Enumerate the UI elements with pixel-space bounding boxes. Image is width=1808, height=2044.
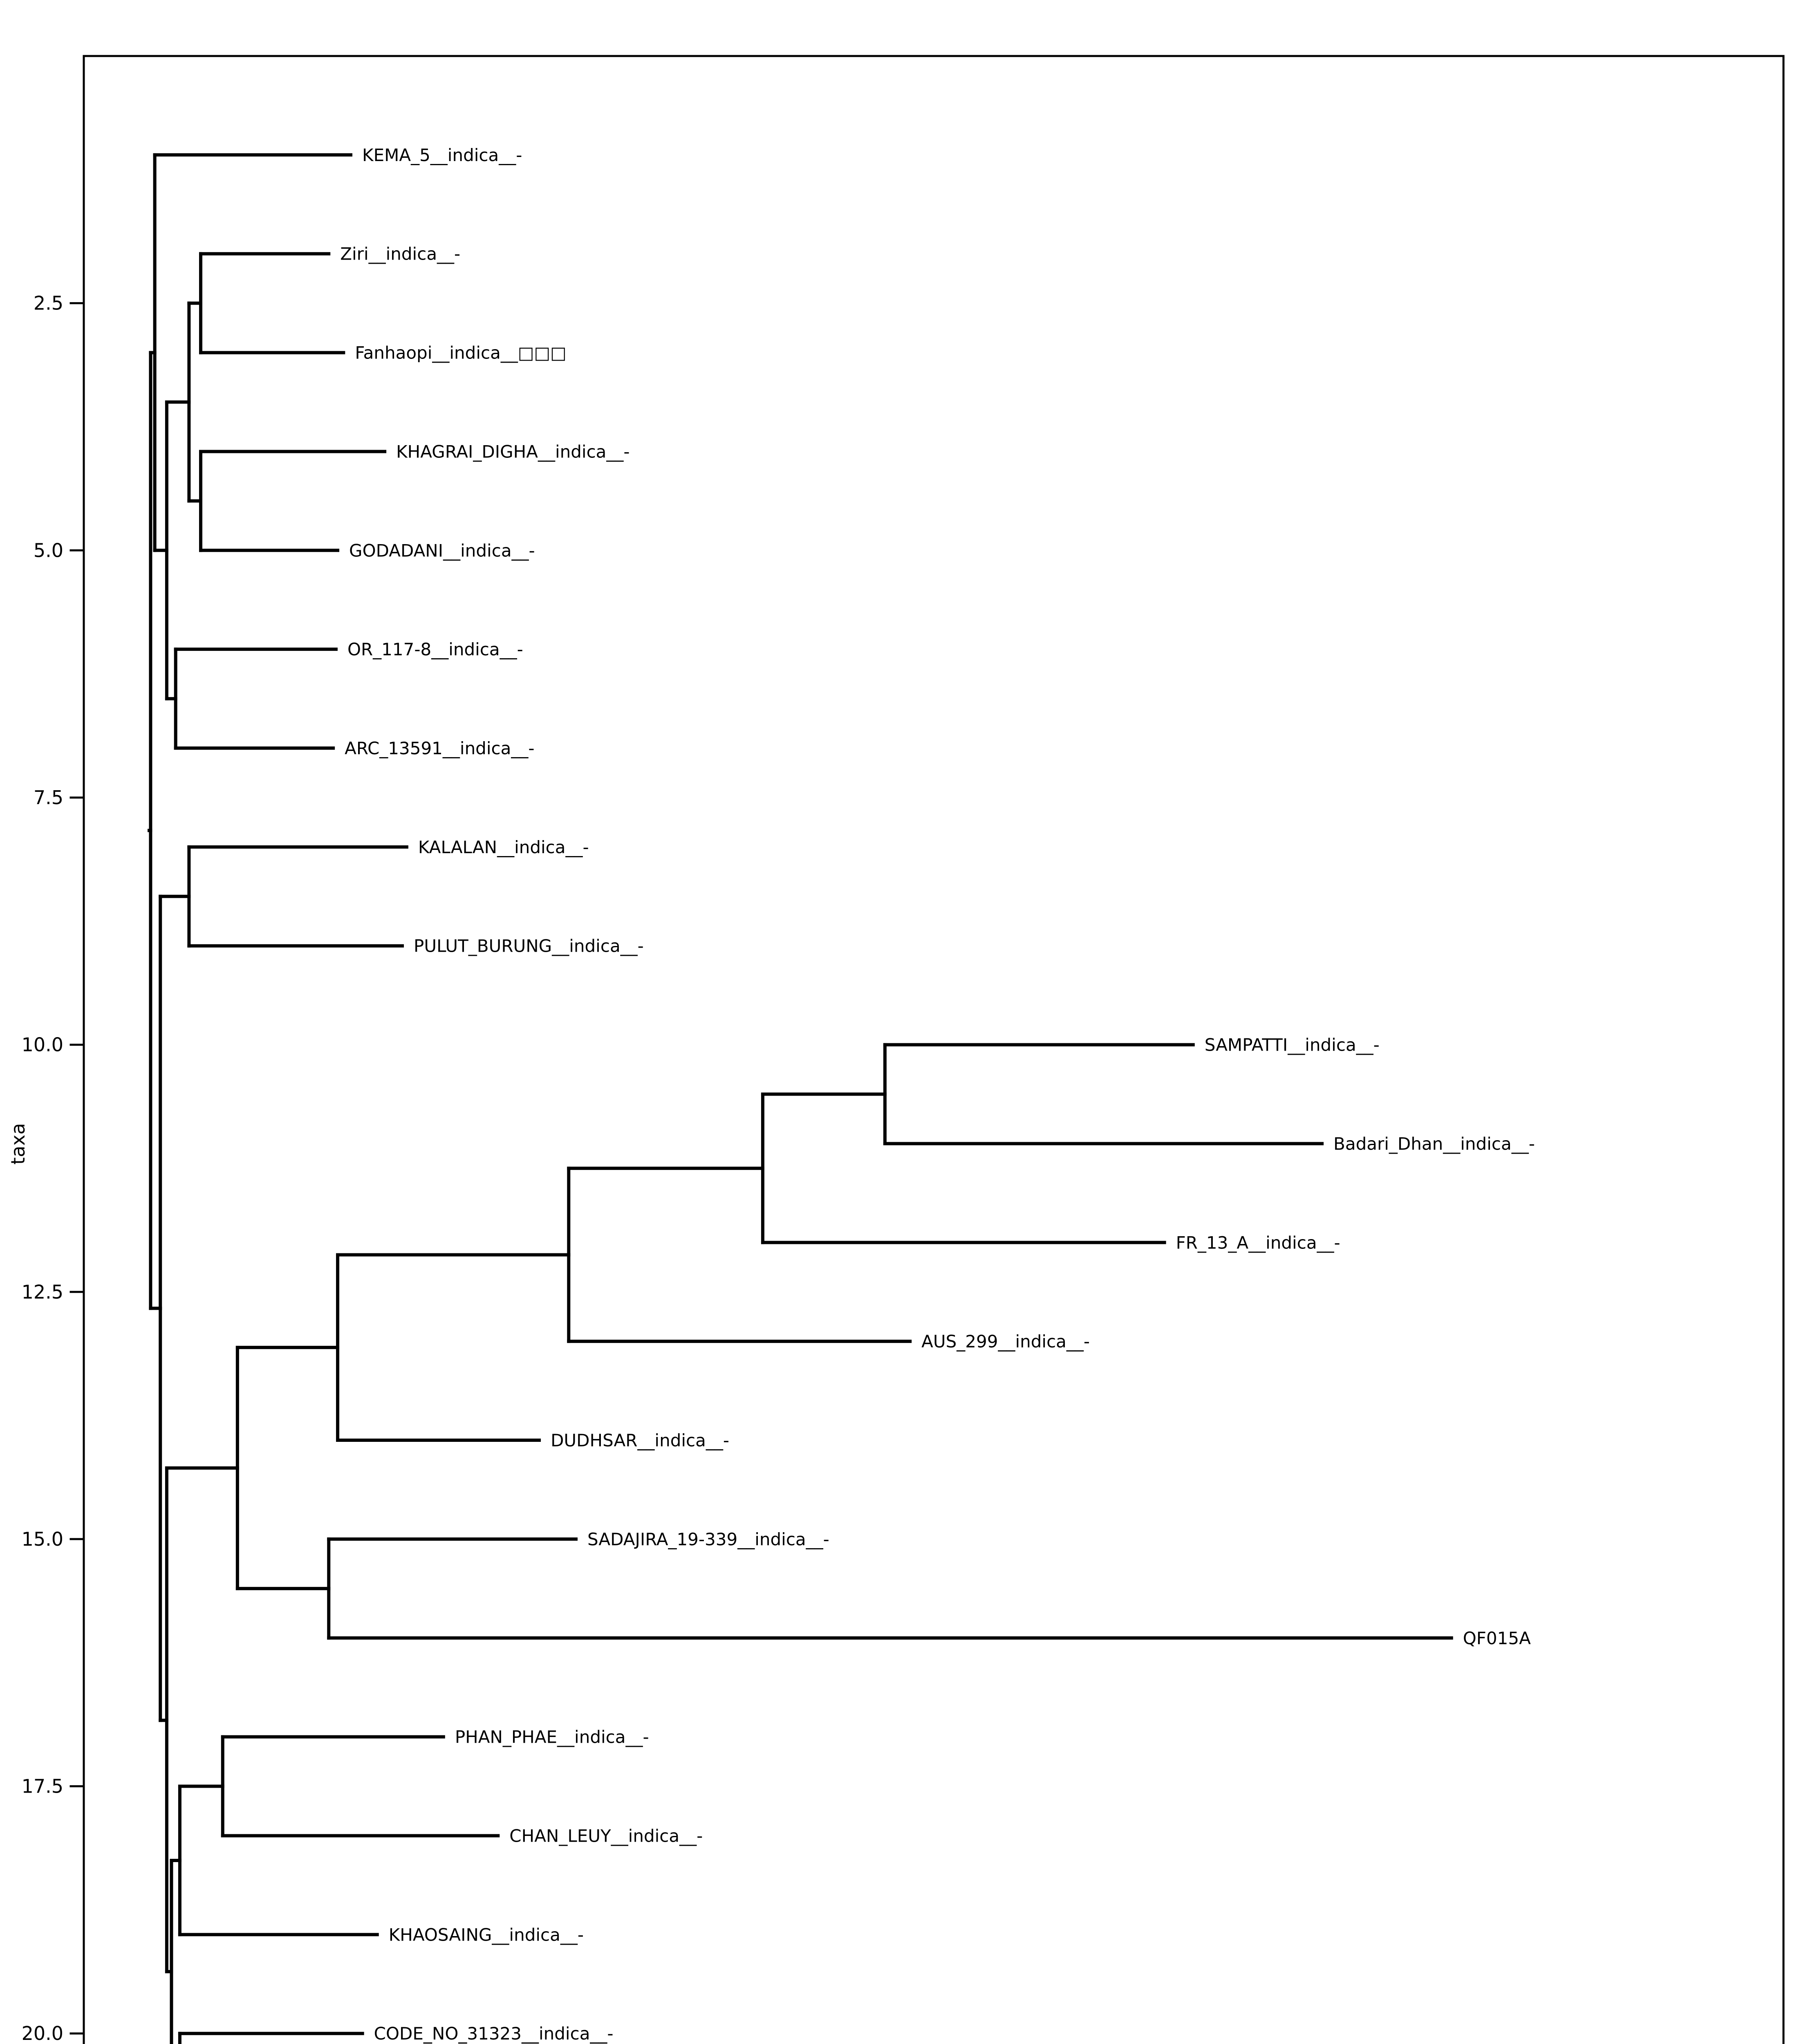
leaf-label-15: SADAJIRA_19-339__indica__- xyxy=(587,1529,829,1549)
leaf-label-19: KHAOSAING__indica__- xyxy=(389,1925,584,1945)
y-tick-label: 2.5 xyxy=(34,292,63,314)
y-tick-label: 20.0 xyxy=(22,2022,63,2044)
axes-box xyxy=(83,55,1785,2044)
y-tick-label: 12.5 xyxy=(22,1281,63,1303)
leaf-label-7: ARC_13591__indica__- xyxy=(345,738,534,758)
tree-plot-group: 0.00.10.20.30.40.52.55.07.510.012.515.01… xyxy=(22,145,1535,2044)
y-tick-label: 5.0 xyxy=(34,539,63,561)
leaf-label-9: PULUT_BURUNG__indica__- xyxy=(414,936,644,956)
leaf-label-10: SAMPATTI__indica__- xyxy=(1205,1035,1380,1055)
leaf-label-11: Badari_Dhan__indica__- xyxy=(1333,1134,1535,1154)
leaf-label-8: KALALAN__indica__- xyxy=(418,837,589,857)
y-tick-label: 15.0 xyxy=(22,1528,63,1550)
y-tick-label: 10.0 xyxy=(22,1034,63,1056)
y-tick-label: 7.5 xyxy=(34,787,63,809)
leaf-label-14: DUDHSAR__indica__- xyxy=(551,1430,729,1450)
leaf-label-18: CHAN_LEUY__indica__- xyxy=(509,1826,703,1846)
y-tick-label: 17.5 xyxy=(22,1775,63,1797)
leaf-label-2: Ziri__indica__- xyxy=(340,244,460,264)
leaf-label-12: FR_13_A__indica__- xyxy=(1176,1233,1340,1253)
leaf-label-4: KHAGRAI_DIGHA__indica__- xyxy=(396,442,630,462)
leaf-label-13: AUS_299__indica__- xyxy=(921,1331,1090,1351)
leaf-label-1: KEMA_5__indica__- xyxy=(362,145,522,165)
leaf-label-20: CODE_NO_31323__indica__- xyxy=(374,2024,614,2044)
leaf-label-17: PHAN_PHAE__indica__- xyxy=(455,1727,649,1747)
leaf-label-16: QF015A xyxy=(1463,1628,1531,1648)
leaf-label-5: GODADANI__indica__- xyxy=(349,540,535,560)
y-axis-label: taxa xyxy=(7,1123,29,1165)
leaf-label-3: Fanhaopi__indica__□□□ xyxy=(355,343,567,363)
leaf-label-6: OR_117-8__indica__- xyxy=(347,639,523,659)
